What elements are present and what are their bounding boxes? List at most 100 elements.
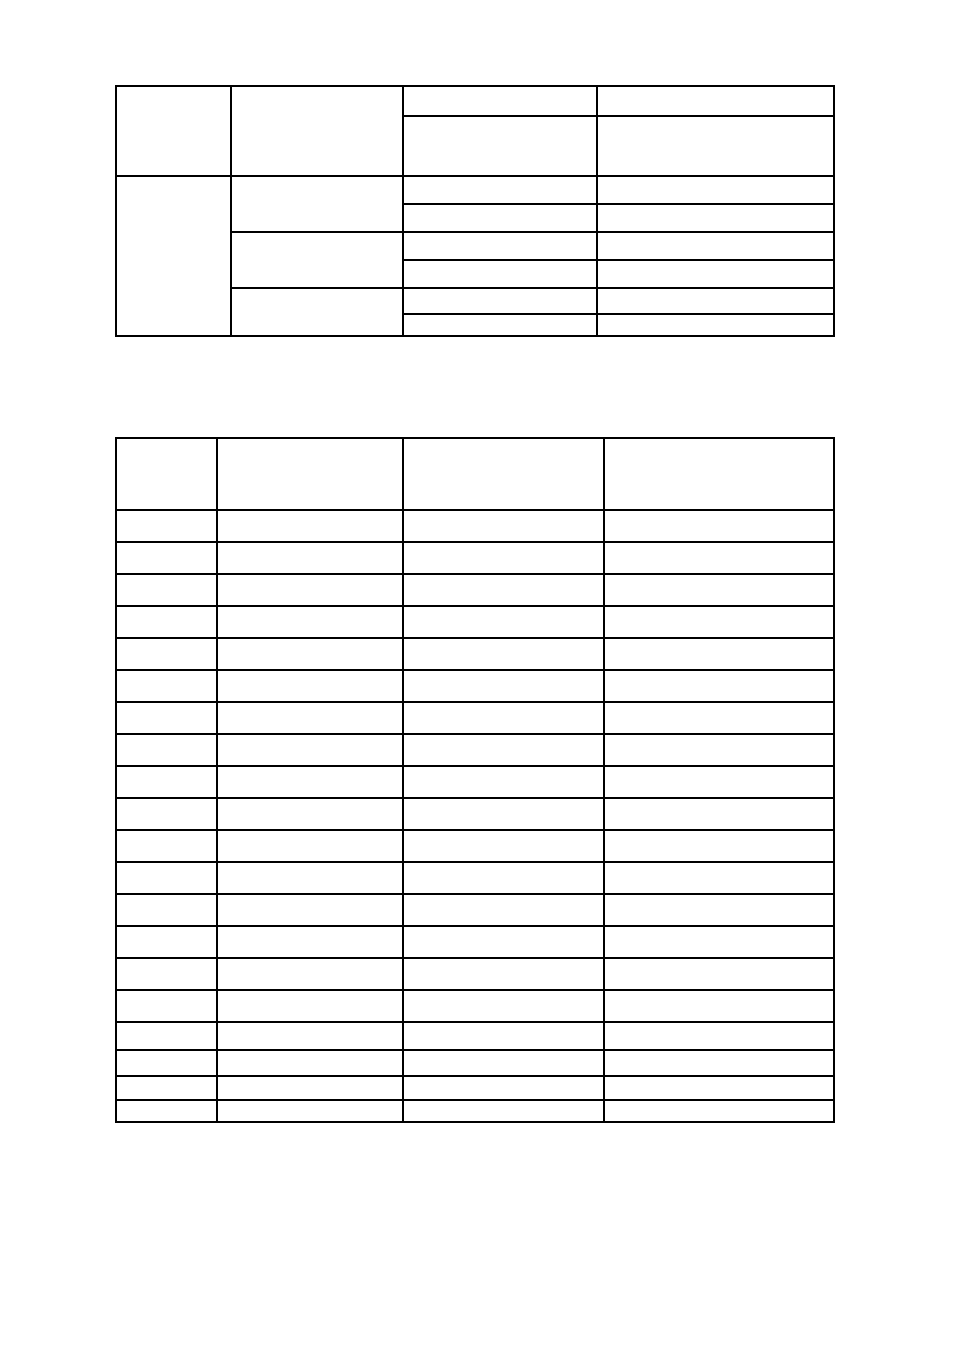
table-cell: [403, 116, 597, 176]
table-cell: [217, 926, 404, 958]
table-cell: [217, 894, 404, 926]
table-cell: [604, 990, 834, 1022]
table-cell: [116, 1076, 217, 1100]
table-cell: [217, 734, 404, 766]
table-cell: [403, 1050, 604, 1076]
table-cell: [403, 894, 604, 926]
table-cell: [604, 1076, 834, 1100]
table-cell: [597, 204, 834, 232]
table-cell: [403, 1022, 604, 1050]
table-cell: [604, 894, 834, 926]
table-cell: [217, 766, 404, 798]
table-cell: [116, 1050, 217, 1076]
table-cell: [217, 574, 404, 606]
table-cell: [403, 176, 597, 204]
table-cell: [116, 638, 217, 670]
table-cell: [403, 670, 604, 702]
table-cell: [604, 638, 834, 670]
table-cell: [116, 958, 217, 990]
table-cell: [597, 260, 834, 288]
table-cell: [403, 830, 604, 862]
table-cell: [604, 606, 834, 638]
table-cell: [403, 232, 597, 260]
table-cell: [597, 86, 834, 116]
table-cell: [604, 798, 834, 830]
table-cell: [403, 288, 597, 314]
table-cell: [217, 990, 404, 1022]
table-cell: [116, 734, 217, 766]
table-cell: [403, 734, 604, 766]
table-cell: [403, 638, 604, 670]
table-cell: [217, 1050, 404, 1076]
table-header-cell: [217, 438, 404, 510]
table-cell: [403, 260, 597, 288]
table-cell: [116, 86, 231, 176]
table-cell: [116, 990, 217, 1022]
table-cell: [604, 766, 834, 798]
table-cell: [403, 766, 604, 798]
table-cell: [597, 232, 834, 260]
table-cell: [403, 926, 604, 958]
table-cell: [403, 314, 597, 336]
table-cell: [217, 638, 404, 670]
table-cell: [231, 288, 403, 336]
table-cell: [604, 1050, 834, 1076]
table-cell: [403, 606, 604, 638]
table-cell: [116, 862, 217, 894]
table-cell: [116, 176, 231, 336]
table-cell: [116, 798, 217, 830]
table-cell: [604, 734, 834, 766]
table-cell: [403, 204, 597, 232]
table-cell: [597, 314, 834, 336]
table-cell: [597, 288, 834, 314]
table-cell: [604, 862, 834, 894]
table-cell: [403, 1100, 604, 1122]
table-cell: [403, 990, 604, 1022]
table-header-cell: [403, 438, 604, 510]
table-cell: [217, 702, 404, 734]
table-cell: [116, 1100, 217, 1122]
table-cell: [217, 958, 404, 990]
table-cell: [403, 510, 604, 542]
table-cell: [597, 116, 834, 176]
table-cell: [597, 176, 834, 204]
table-cell: [403, 862, 604, 894]
table-cell: [217, 1100, 404, 1122]
table-cell: [217, 606, 404, 638]
table-cell: [116, 606, 217, 638]
table-cell: [604, 510, 834, 542]
table-cell: [116, 766, 217, 798]
table-cell: [604, 830, 834, 862]
table-cell: [116, 670, 217, 702]
table-cell: [604, 926, 834, 958]
table-cell: [604, 1100, 834, 1122]
table-cell: [116, 510, 217, 542]
table-cell: [116, 1022, 217, 1050]
table-cell: [403, 574, 604, 606]
table-cell: [403, 702, 604, 734]
table-cell: [217, 798, 404, 830]
table-cell: [403, 1076, 604, 1100]
table-cell: [403, 86, 597, 116]
table-cell: [604, 574, 834, 606]
table-cell: [403, 798, 604, 830]
table-cell: [604, 1022, 834, 1050]
table-cell: [231, 232, 403, 288]
table-cell: [403, 542, 604, 574]
table-cell: [116, 926, 217, 958]
table-cell: [116, 702, 217, 734]
table-header-cell: [604, 438, 834, 510]
table-cell: [217, 1076, 404, 1100]
table-cell: [116, 894, 217, 926]
table-cell: [604, 958, 834, 990]
table-cell: [116, 542, 217, 574]
table-cell: [217, 510, 404, 542]
table-cell: [116, 574, 217, 606]
table-2: [115, 437, 835, 1123]
table-cell: [217, 542, 404, 574]
table-cell: [217, 670, 404, 702]
table-cell: [604, 542, 834, 574]
table-cell: [604, 702, 834, 734]
table-cell: [403, 958, 604, 990]
table-cell: [231, 86, 403, 176]
